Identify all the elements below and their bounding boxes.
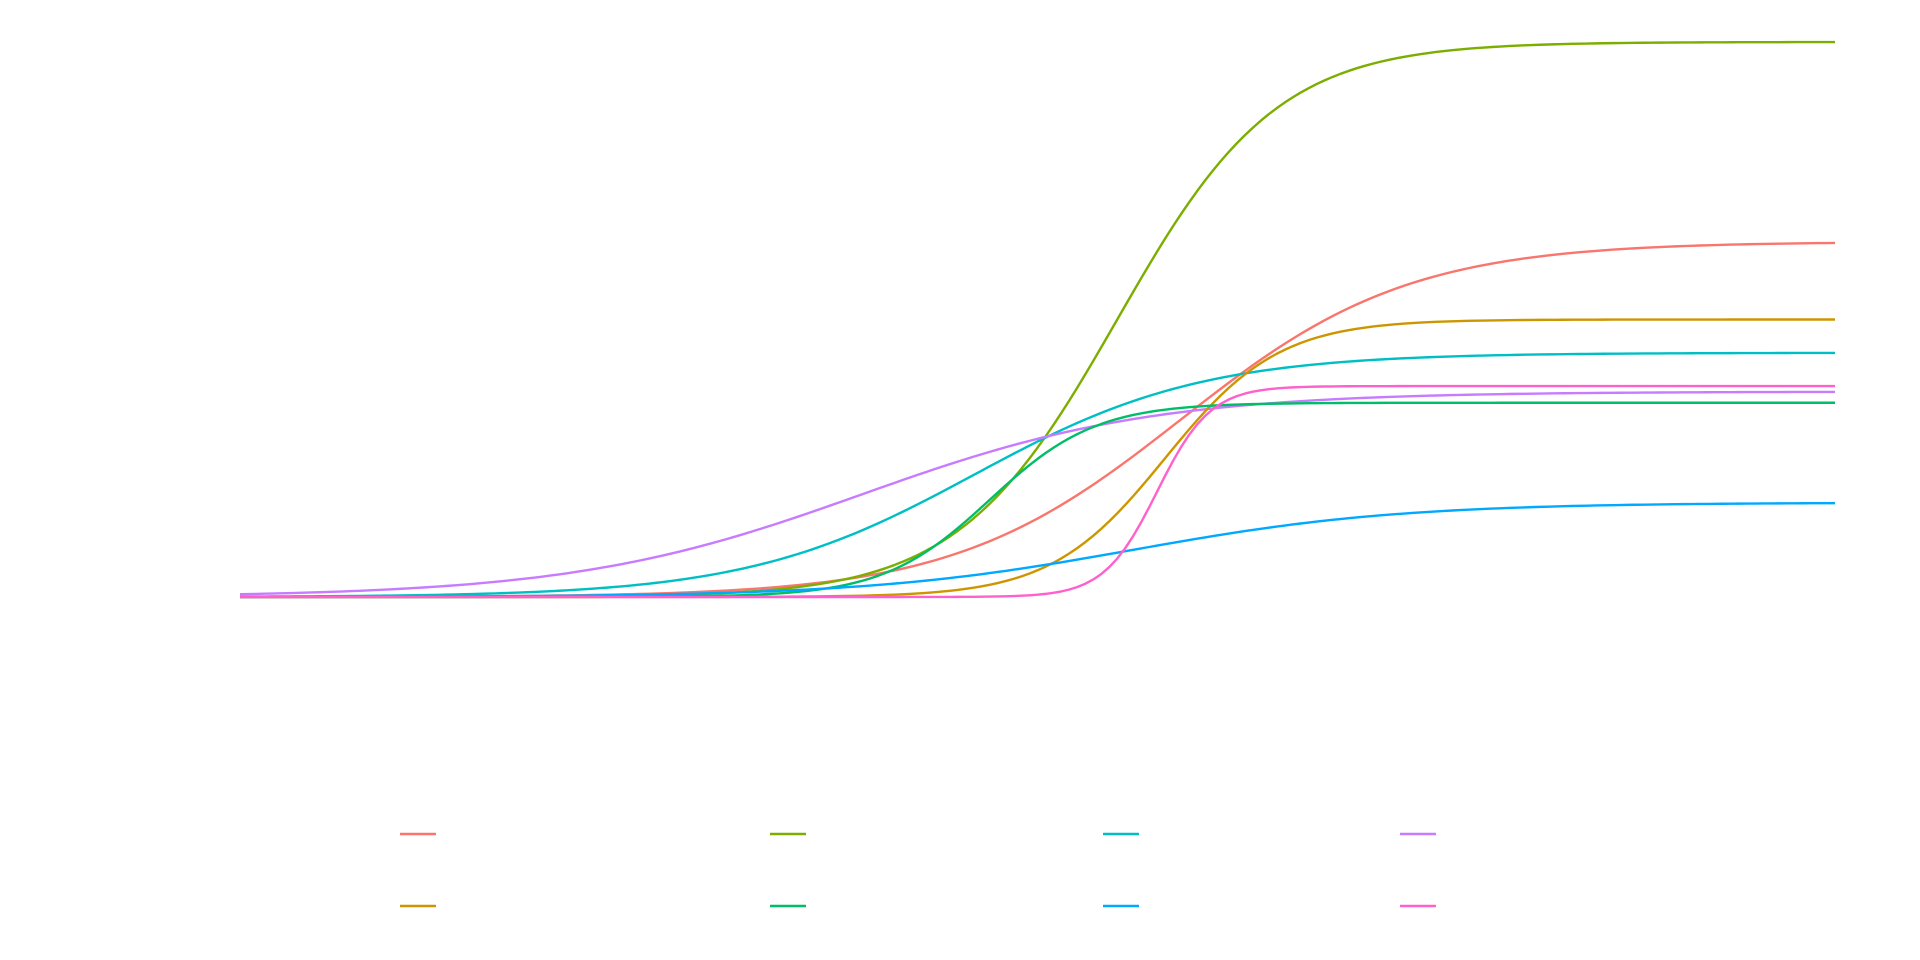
series-line-1 [239, 241, 1836, 599]
series-line-4 [239, 390, 1836, 596]
legend [400, 832, 1436, 908]
series-line-6 [240, 401, 1835, 599]
series-lines [239, 40, 1836, 599]
series-line-8 [240, 384, 1835, 599]
series-line-3 [239, 351, 1836, 598]
